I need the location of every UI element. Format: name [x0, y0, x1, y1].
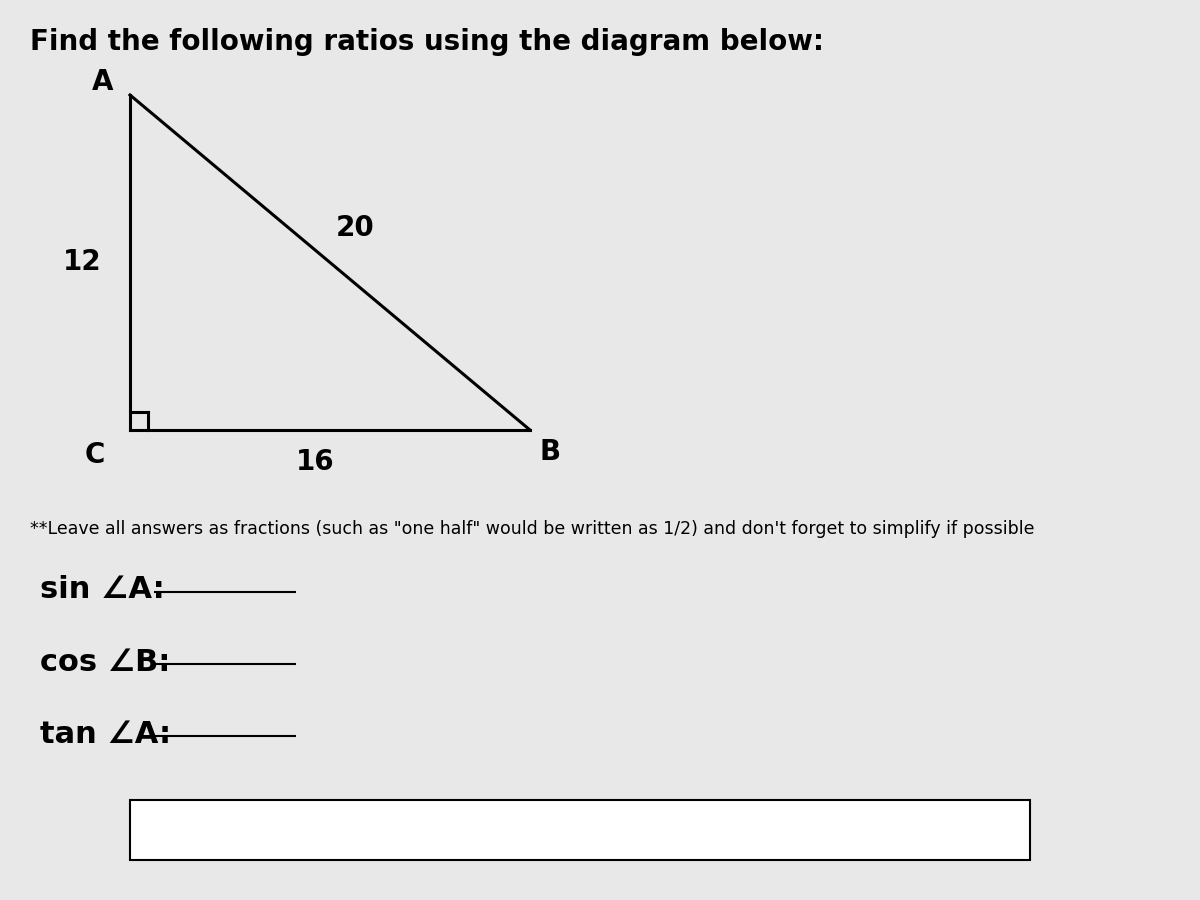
Text: 20: 20 [336, 214, 374, 242]
Text: tan ∠A:: tan ∠A: [40, 720, 172, 749]
Text: **Leave all answers as fractions (such as "one half" would be written as 1/2) an: **Leave all answers as fractions (such a… [30, 520, 1034, 538]
Bar [130, 800, 1030, 860]
Text: B: B [540, 438, 560, 466]
Text: C: C [85, 441, 106, 469]
Text: sin ∠A:: sin ∠A: [40, 575, 164, 604]
Text: 12: 12 [62, 248, 101, 276]
Text: A: A [92, 68, 114, 96]
Text: Find the following ratios using the diagram below:: Find the following ratios using the diag… [30, 28, 824, 56]
Text: 16: 16 [295, 448, 335, 476]
Text: cos ∠B:: cos ∠B: [40, 648, 170, 677]
